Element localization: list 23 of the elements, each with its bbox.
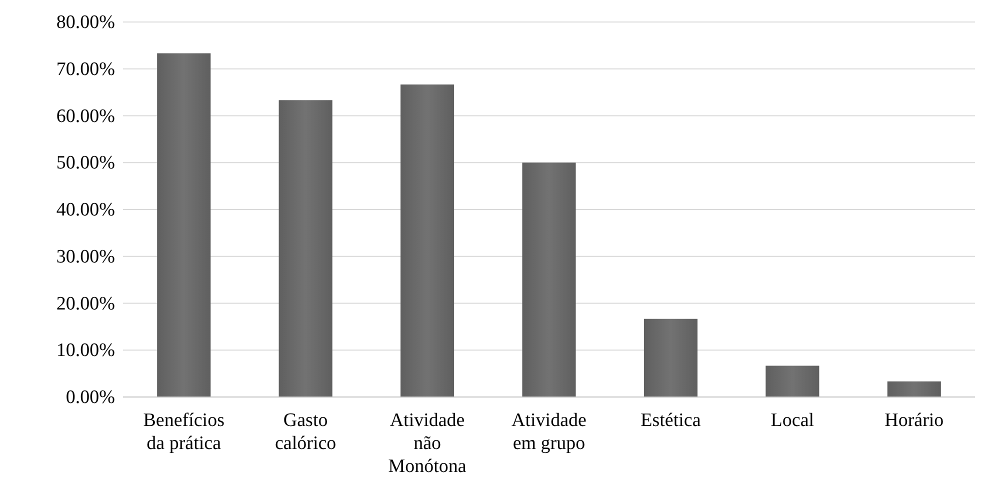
y-tick-label: 70.00% [56, 58, 116, 80]
x-tick-label: Gasto calórico [274, 410, 336, 454]
y-tick-label: 20.00% [56, 293, 116, 314]
bar [157, 53, 211, 397]
y-tick-label: 50.00% [56, 152, 116, 174]
y-tick-label: 60.00% [56, 106, 116, 127]
bar [278, 100, 332, 397]
y-tick-label: 0.00% [66, 387, 116, 408]
y-tick-label: 30.00% [56, 246, 116, 268]
y-tick-label: 40.00% [56, 200, 116, 221]
x-tick-label: Horário [884, 410, 944, 431]
bar [766, 366, 820, 397]
x-tick-label: Atividade em grupo [512, 410, 586, 454]
y-tick-label: 80.00% [56, 12, 116, 34]
bar [522, 162, 576, 397]
x-tick-label: Local [770, 410, 814, 431]
bar [644, 318, 698, 397]
x-tick-label: Benefícios da prática [143, 410, 224, 454]
x-tick-label: Atividade não Monótona [388, 410, 467, 477]
bar [887, 381, 941, 397]
y-tick-label: 10.00% [56, 340, 116, 362]
x-tick-label: Estética [640, 410, 702, 431]
bar [400, 84, 454, 397]
